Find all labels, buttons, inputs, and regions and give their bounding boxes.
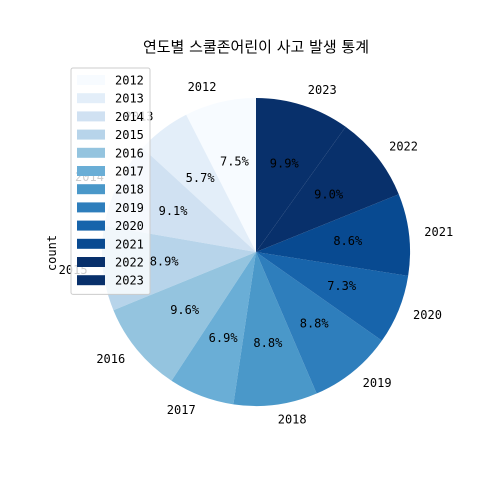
legend-box	[70, 67, 151, 295]
chart-title: 연도별 스쿨존어린이 사고 발생 통계	[143, 38, 369, 56]
slice-percent-2014: 9.1%	[159, 204, 189, 218]
legend-swatch-2012	[77, 75, 105, 85]
pie-slice-2016	[113, 252, 256, 381]
legend-label-2023: 2023	[115, 274, 144, 288]
legend-label-2020: 2020	[115, 219, 144, 233]
slice-percent-2020: 7.3%	[327, 279, 357, 293]
legend-swatch-2013	[77, 93, 105, 104]
legend-label-2016: 2016	[115, 146, 144, 160]
legend-swatch-2017	[77, 166, 105, 176]
legend: 2012 2013 2014 2015 2016 2017 2018 2019 2020 2021…	[70, 67, 151, 295]
pie-slice-2019	[256, 252, 382, 394]
pie-slices	[102, 98, 410, 406]
slice-percent-2013: 5.7%	[186, 171, 216, 185]
slice-percent-2021: 8.6%	[333, 234, 363, 248]
slice-percent-2012: 7.5%	[220, 155, 250, 169]
slice-percent-2022: 9.0%	[314, 187, 344, 201]
legend-swatch-2014	[77, 111, 105, 122]
legend-label-2014: 2014	[115, 110, 144, 124]
slice-percent-2023: 9.9%	[270, 157, 300, 171]
slice-label-2023: 2023	[308, 83, 337, 97]
slice-percent-2018: 8.8%	[253, 336, 283, 350]
legend-swatch-2015	[77, 129, 105, 140]
slice-label-2017: 2017	[167, 403, 196, 417]
legend-label-2022: 2022	[115, 256, 144, 270]
slice-percent-2016: 9.6%	[170, 303, 200, 317]
legend-swatch-2021	[77, 238, 105, 249]
slice-label-2018: 2018	[278, 412, 307, 426]
legend-swatch-2020	[77, 220, 105, 231]
slice-label-2020: 2020	[413, 308, 442, 322]
slice-percent-2019: 8.8%	[300, 316, 330, 330]
legend-swatch-2019	[77, 202, 105, 213]
y-axis-label: count	[45, 235, 59, 271]
legend-label-2021: 2021	[115, 237, 144, 251]
pie-slice-2022	[256, 126, 399, 252]
legend-swatch-2023	[77, 275, 105, 286]
slice-label-2019: 2019	[363, 376, 392, 390]
legend-label-2019: 2019	[115, 201, 144, 215]
pie-slice-2013	[142, 114, 256, 252]
pie-slice-2018	[233, 252, 317, 406]
pie-slice-2012	[186, 98, 256, 252]
pie-slice-2020	[256, 252, 409, 341]
legend-label-2013: 2013	[115, 92, 144, 106]
slice-percent-2015: 8.9%	[150, 254, 180, 268]
slice-percent-2017: 6.9%	[209, 331, 239, 345]
slice-label-2016: 2016	[96, 352, 125, 366]
slice-label-2021: 2021	[424, 225, 453, 239]
legend-label-2017: 2017	[115, 165, 144, 179]
pie-slice-2023	[256, 98, 346, 252]
pie-slice-2021	[256, 194, 410, 276]
legend-label-2018: 2018	[115, 183, 144, 197]
pie-slice-2017	[171, 252, 256, 405]
legend-swatch-2016	[77, 147, 105, 158]
legend-swatch-2022	[77, 257, 105, 267]
legend-swatch-2018	[77, 184, 105, 195]
slice-label-2022: 2022	[389, 140, 418, 154]
legend-label-2015: 2015	[115, 128, 144, 142]
legend-label-2012: 2012	[115, 74, 144, 88]
slice-label-2012: 2012	[188, 80, 217, 94]
